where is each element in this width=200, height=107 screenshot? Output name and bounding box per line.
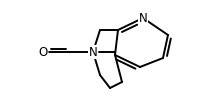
Text: O: O	[38, 45, 48, 59]
Text: N: N	[139, 11, 147, 25]
Text: N: N	[89, 45, 97, 59]
